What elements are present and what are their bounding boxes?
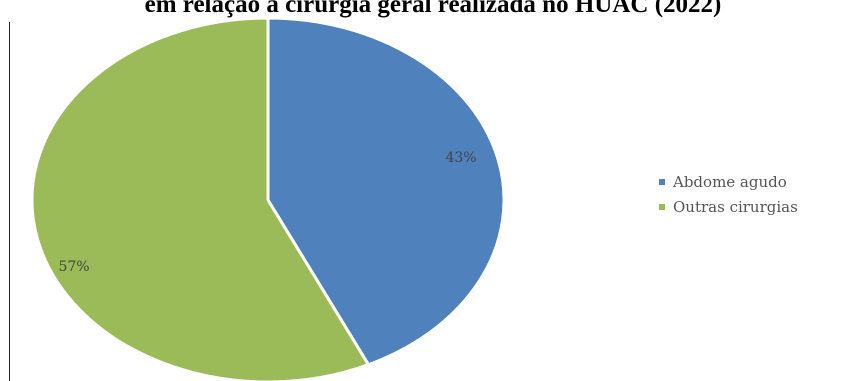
- pie-data-labels: 43% 57%: [58, 150, 476, 275]
- legend-item-outras-cirurgias: Outras cirurgias: [659, 196, 798, 218]
- pie-slices: [30, 16, 506, 381]
- legend-swatch: [659, 179, 665, 185]
- legend-label: Outras cirurgias: [673, 198, 798, 216]
- pie-data-label: 43%: [445, 150, 476, 166]
- chart-frame-border: [9, 22, 10, 381]
- legend-label: Abdome agudo: [673, 173, 787, 191]
- pie-slice-abdome-agudo: [266, 16, 506, 367]
- chart-title: em relação à cirurgia geral realizada no…: [144, 0, 722, 18]
- legend-swatch: [659, 204, 665, 210]
- chart-legend: Abdome agudo Outras cirurgias: [659, 171, 798, 221]
- pie-data-label: 57%: [58, 259, 89, 275]
- pie-slice-outras-cirurgias: [30, 16, 371, 381]
- legend-item-abdome-agudo: Abdome agudo: [659, 171, 798, 193]
